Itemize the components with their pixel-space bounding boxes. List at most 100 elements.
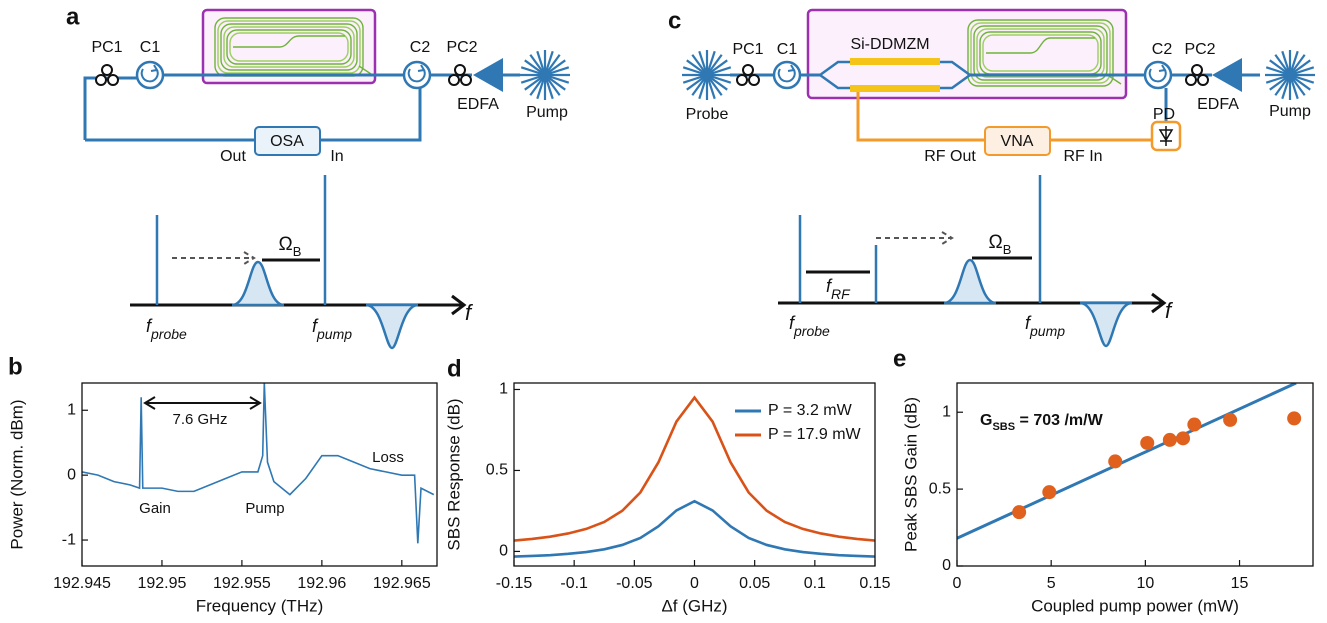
f-label: fprobe [789,313,830,339]
electrode [850,85,940,92]
waveguide-out [358,65,372,75]
label: PC2 [1184,41,1215,58]
subscript: probe [150,326,187,342]
waveguide-loop [967,19,1114,87]
symbol: f [826,276,833,296]
chart: 192.945 192.95 192.955 192.96 192.965 -1 0 1 Fre… [7,382,438,615]
laser [682,50,732,100]
omega-label: ΩB [989,232,1012,257]
waveguide-s [986,37,1095,54]
osa-box [254,126,321,156]
circulator-arrow [407,64,426,83]
pc-loop [107,74,119,86]
y-tick-label: 0 [67,466,76,483]
label: EDFA [457,96,499,113]
subscript: probe [793,323,830,339]
x-tick-label: -0.05 [616,575,653,592]
f-label: fRF [826,276,851,302]
label: Si-DDMZM [850,36,929,53]
label: EDFA [1197,96,1239,113]
loss-dip [365,303,419,350]
annotation: Loss [372,449,404,466]
panel-label: d [447,355,462,382]
electrode [850,58,940,65]
x-tick-label: 0 [690,575,699,592]
y-tick-label: 0 [499,543,508,560]
label: Out [220,148,246,165]
f-label: fpump [1025,313,1065,339]
label: OSA [270,133,304,150]
spectral-line [798,175,1042,303]
laser [520,50,570,100]
fiber [83,73,472,142]
panel-label: b [8,353,23,380]
y-tick-label: 1 [67,401,76,418]
label: C2 [1152,41,1173,58]
annotation-sub: SBS [992,421,1015,433]
subscript: RF [831,286,851,302]
axes-frame [81,382,438,567]
gain-peak [231,260,285,307]
waveguide-loop [226,29,352,65]
label: Pump [1269,103,1311,120]
point [1287,411,1302,426]
y-tick-label: 0 [942,557,951,574]
fiber [83,76,137,140]
plot-area [514,395,875,558]
f-axis-label: f [465,300,474,325]
symbol: f [146,316,153,336]
y-axis-label: Peak SBS Gain (dB) [901,397,920,552]
circulator-arrow [1148,64,1167,83]
shift-arrow [172,251,256,265]
subscript: pump [316,326,352,342]
waveguide-loop [229,32,349,62]
fiber [320,88,422,142]
x-axis-label: Δf (GHz) [661,596,727,615]
chart: -0.15 -0.1 -0.05 0 0.05 0.1 0.15 0 0.5 1 Δf (GHz) S… [444,381,890,616]
laser-core [1285,70,1295,80]
setup-c: PC1 C1 Si-DDMZM C2 PC2 PD EDFA Pump Prob… [686,8,1311,348]
annotation-main: G [980,412,992,429]
x-tick-label: 5 [1047,575,1056,592]
point [1140,435,1155,450]
rf-cable [856,92,1152,142]
waveguide-loop [223,26,355,68]
pc-loop [448,74,460,86]
label: Pump [526,104,568,121]
label: C2 [410,39,431,56]
spiral [214,17,372,77]
laser-core [702,70,712,80]
point [1108,454,1123,469]
point [1162,432,1177,447]
x-axis-label: Frequency (THz) [196,596,324,615]
plot-area [957,383,1302,540]
waveguide-loop [973,25,1108,81]
axes-frame [513,382,876,567]
x-tick-label: -0.1 [560,575,588,592]
f-label: fprobe [146,316,187,342]
legend-label: P = 3.2 mW [768,402,853,419]
symbol: f [312,316,319,336]
point [1223,412,1238,427]
pc-loop [454,64,466,76]
panel-label: e [893,345,906,372]
subscript: pump [1029,323,1065,339]
label: PC1 [91,39,122,56]
point [1176,431,1191,446]
label: PD [1153,106,1175,123]
label: RF Out [924,148,976,165]
polarization-controller [95,64,472,86]
y-tick-label: 0.5 [929,480,951,497]
y-tick-label: 1 [942,403,951,420]
x-tick-label: 192.955 [213,575,271,592]
annotation: GSBS = 703 /m/W [980,412,1104,433]
waveguide-loop [982,34,1099,72]
x-tick-label: 0 [953,575,962,592]
symbol: f [1025,313,1032,333]
x-tick-label: 192.965 [373,575,431,592]
panel-label: a [66,3,80,30]
waveguide-loop [217,20,361,74]
pc-loop [95,74,107,86]
x-tick-label: 0.05 [739,575,770,592]
x-tick-label: 15 [1231,575,1249,592]
